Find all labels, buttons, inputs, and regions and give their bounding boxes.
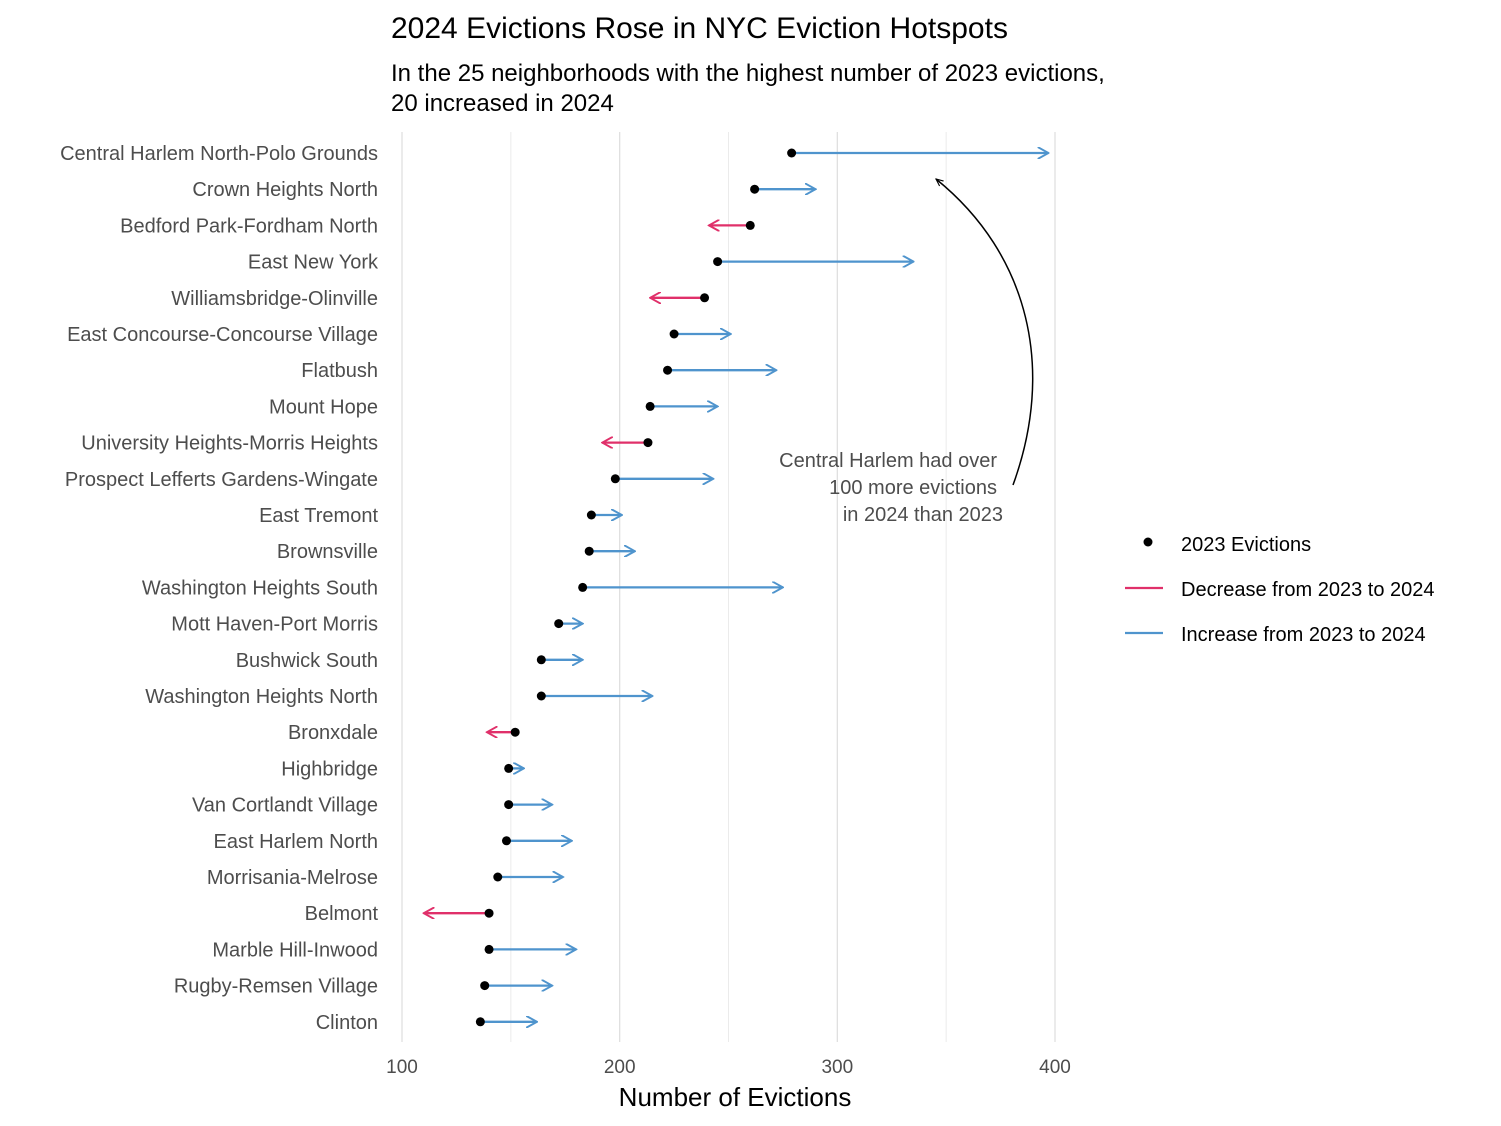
eviction-2023-dot [645,401,655,411]
eviction-2023-dot [787,148,797,158]
chart-title: 2024 Evictions Rose in NYC Eviction Hots… [391,12,1008,45]
eviction-2023-dot [484,944,494,954]
legend-label-2023: 2023 Evictions [1181,534,1311,556]
category-label: Morrisania-Melrose [207,867,378,889]
category-label: East Harlem North [214,831,379,853]
category-label: Crown Heights North [192,179,378,201]
x-tick-label: 300 [821,1057,853,1078]
category-label: Washington Heights North [145,686,378,708]
annotation: Central Harlem had over 100 more evictio… [779,179,1034,526]
eviction-2023-dot [536,655,546,665]
category-label: Van Cortlandt Village [192,795,378,817]
legend: 2023 Evictions Decrease from 2023 to 202… [1125,534,1435,646]
category-label: Belmont [305,903,379,925]
category-label: Bronxdale [288,722,378,744]
chart-subtitle-line-1: In the 25 neighborhoods with the highest… [391,60,1105,87]
category-label: East Concourse-Concourse Village [67,324,378,346]
category-label: Rugby-Remsen Village [174,976,378,998]
eviction-2023-dot [745,220,755,230]
x-tick-label: 400 [1039,1057,1071,1078]
category-label: Marble Hill-Inwood [212,939,378,961]
eviction-2023-dot [643,438,653,448]
annotation-line-3: in 2024 than 2023 [843,504,1003,526]
category-label: University Heights-Morris Heights [81,433,378,455]
eviction-2023-dot [475,1017,485,1027]
category-labels: Central Harlem North-Polo Grounds Crown H… [60,143,379,1034]
legend-label-increase: Increase from 2023 to 2024 [1181,624,1426,646]
eviction-2023-dot [586,510,596,520]
eviction-2023-dot [480,981,490,991]
eviction-2023-dot [713,257,723,267]
eviction-2023-dot [750,184,760,194]
x-tick-label: 200 [604,1057,636,1078]
category-label: Bushwick South [236,650,378,672]
eviction-2023-dot [700,293,710,303]
eviction-2023-dot [536,691,546,701]
eviction-2023-dot [510,727,520,737]
category-label: Prospect Lefferts Gardens-Wingate [65,469,378,491]
category-label: East New York [248,252,379,274]
x-tick-label: 100 [386,1057,418,1078]
legend-label-decrease: Decrease from 2023 to 2024 [1181,579,1435,601]
category-label: Flatbush [301,360,378,382]
eviction-2023-dot [484,908,494,918]
category-label: Clinton [316,1012,378,1034]
eviction-2023-dot [493,872,503,882]
category-label: Brownsville [277,541,378,563]
chart-subtitle-line-2: 20 increased in 2024 [391,90,614,117]
category-label: Mount Hope [269,396,378,418]
eviction-2023-dot [554,619,564,629]
eviction-2023-dot [584,546,594,556]
eviction-2023-dot [501,836,511,846]
x-tick-labels: 100 200 300 400 [386,1057,1071,1078]
category-label: Bedford Park-Fordham North [120,215,378,237]
annotation-line-1: Central Harlem had over [779,450,997,472]
category-label: Washington Heights South [142,577,378,599]
eviction-2023-dot [669,329,679,339]
category-label: Highbridge [281,758,378,780]
eviction-2023-dot [663,365,673,375]
category-label: East Tremont [259,505,378,527]
eviction-2023-dot [578,582,588,592]
category-label: Central Harlem North-Polo Grounds [60,143,378,165]
category-label: Williamsbridge-Olinville [171,288,378,310]
legend-dot-key [1143,537,1153,547]
annotation-arrow [936,179,1034,486]
x-axis-title: Number of Evictions [619,1082,852,1112]
eviction-2023-dot [610,474,620,484]
category-label: Mott Haven-Port Morris [171,614,378,636]
eviction-2023-dot [504,763,514,773]
eviction-2023-dot [504,800,514,810]
annotation-line-2: 100 more evictions [829,477,997,499]
data-marks [424,149,1049,1027]
